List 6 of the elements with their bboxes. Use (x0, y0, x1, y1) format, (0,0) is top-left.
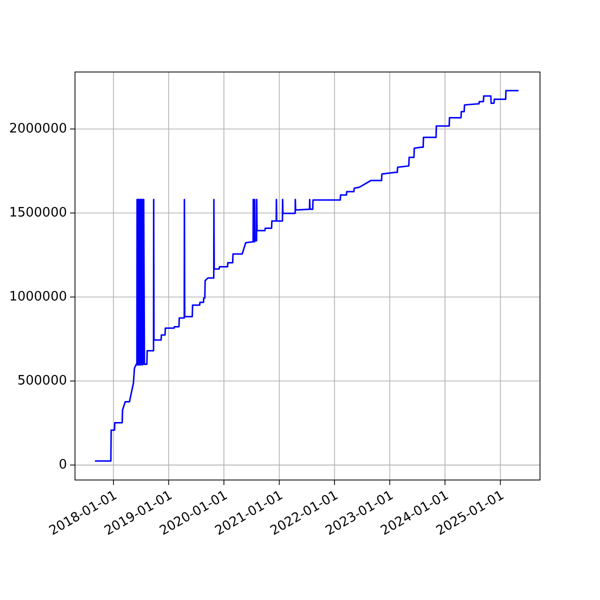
y-tick-label: 0 (58, 458, 67, 473)
y-tick-label: 500000 (17, 374, 67, 389)
y-tick-label: 1500000 (9, 205, 67, 220)
line-series (94, 90, 520, 462)
y-tick-label: 1000000 (9, 290, 67, 305)
y-tick-label: 2000000 (9, 121, 67, 136)
